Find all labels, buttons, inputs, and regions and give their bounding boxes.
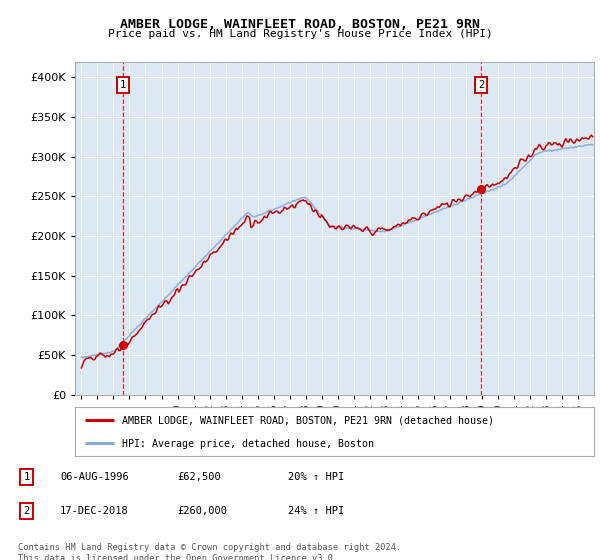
Text: Contains HM Land Registry data © Crown copyright and database right 2024.
This d: Contains HM Land Registry data © Crown c…	[18, 543, 401, 560]
Text: 2: 2	[23, 506, 29, 516]
Text: 17-DEC-2018: 17-DEC-2018	[60, 506, 129, 516]
Text: AMBER LODGE, WAINFLEET ROAD, BOSTON, PE21 9RN (detached house): AMBER LODGE, WAINFLEET ROAD, BOSTON, PE2…	[122, 416, 494, 426]
Text: £62,500: £62,500	[177, 472, 221, 482]
Text: 1: 1	[23, 472, 29, 482]
Text: AMBER LODGE, WAINFLEET ROAD, BOSTON, PE21 9RN: AMBER LODGE, WAINFLEET ROAD, BOSTON, PE2…	[120, 18, 480, 31]
Text: £260,000: £260,000	[177, 506, 227, 516]
Text: 06-AUG-1996: 06-AUG-1996	[60, 472, 129, 482]
Text: 1: 1	[119, 81, 126, 90]
Text: 24% ↑ HPI: 24% ↑ HPI	[288, 506, 344, 516]
Text: Price paid vs. HM Land Registry's House Price Index (HPI): Price paid vs. HM Land Registry's House …	[107, 29, 493, 39]
Text: HPI: Average price, detached house, Boston: HPI: Average price, detached house, Bost…	[122, 438, 374, 449]
Text: 2: 2	[478, 81, 484, 90]
Text: 20% ↑ HPI: 20% ↑ HPI	[288, 472, 344, 482]
